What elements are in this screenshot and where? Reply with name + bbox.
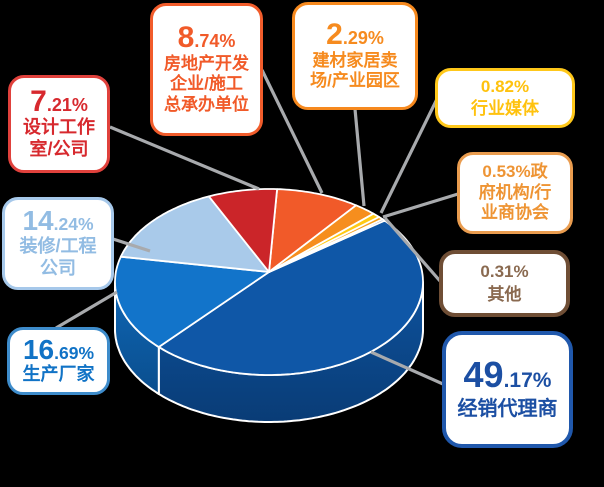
callout-percent: 14.24%: [22, 205, 94, 237]
callout-label: 公司: [40, 257, 76, 278]
callout-percent: 8.74%: [177, 21, 236, 55]
leader-line-7: [55, 290, 118, 330]
callout-label: 行业媒体: [471, 99, 539, 118]
callout-label: 装修/工程: [19, 235, 97, 256]
leader-line-6: [370, 350, 444, 386]
callout-percent: 0.53%政: [482, 161, 548, 181]
callout-percent: 49.17%: [463, 354, 552, 396]
leader-line-1: [260, 69, 324, 194]
leader-line-5: [383, 216, 442, 283]
callout-percent: 2.29%: [326, 17, 384, 51]
pie-slice-4-其他: [268, 218, 386, 273]
callout-design-studio: 7.21% 设计工作 室/公司: [8, 75, 110, 173]
callout-distributor: 49.17% 经销代理商: [442, 331, 573, 448]
pie-slice-1-建材家居卖场/产业园区: [268, 204, 375, 273]
callout-manufacturer: 16.69% 生产厂家: [7, 327, 110, 395]
callout-government: 0.53%政 府机构/行 业商协会: [457, 152, 573, 234]
callout-label: 建材家居卖: [312, 50, 398, 70]
callout-label: 房地产开发: [164, 53, 249, 73]
callout-label: 其他: [487, 284, 522, 304]
pie-slice-6-生产厂家: [114, 255, 270, 348]
callout-percent: 0.82%: [480, 76, 530, 96]
pie-slice-0-房地产开发企业/施工总承办单位: [268, 188, 357, 273]
callout-percent: 16.69%: [22, 333, 95, 365]
callout-decoration-company: 14.24% 装修/工程 公司: [2, 197, 114, 290]
leader-line-0: [109, 125, 260, 191]
callout-percent: 0.31%: [480, 262, 529, 282]
callout-label: 业商协会: [481, 203, 549, 223]
pie-slice-8-设计工作室/公司: [208, 188, 278, 273]
callout-label: 设计工作: [23, 117, 95, 138]
callout-real-estate: 8.74% 房地产开发 企业/施工 总承办单位: [150, 3, 263, 136]
callout-label: 场/产业园区: [310, 71, 400, 91]
callout-label: 府机构/行: [478, 182, 552, 202]
leader-line-4: [382, 192, 459, 219]
callout-label: 总承办单位: [164, 95, 249, 115]
callout-other: 0.31% 其他: [439, 250, 570, 317]
callout-percent: 7.21%: [30, 84, 88, 118]
callout-label: 生产厂家: [22, 364, 95, 385]
leader-line-3: [379, 98, 439, 214]
leader-line-2: [353, 108, 366, 207]
pie-slice-5-经销代理商: [157, 219, 424, 376]
callout-label: 企业/施工: [170, 74, 243, 94]
callout-label: 室/公司: [29, 139, 89, 160]
callout-label: 经销代理商: [457, 398, 558, 421]
callout-building-materials: 2.29% 建材家居卖 场/产业园区: [292, 2, 418, 110]
leader-line-8: [112, 237, 151, 253]
callout-industry-media: 0.82% 行业媒体: [435, 68, 575, 128]
